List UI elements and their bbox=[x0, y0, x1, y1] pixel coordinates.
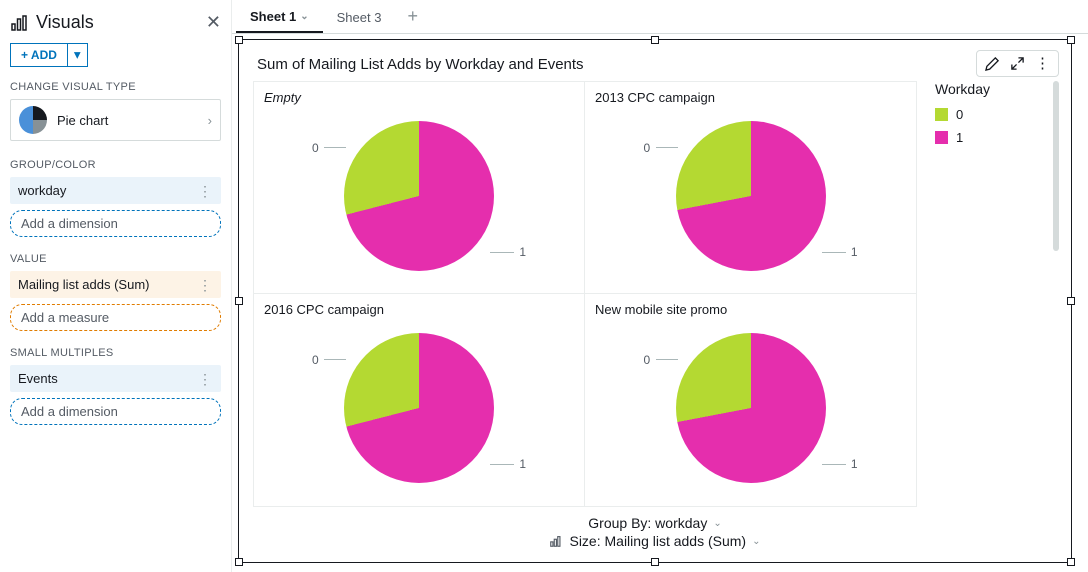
slice-label-0: 0 bbox=[312, 353, 319, 367]
multiples-cell: 2016 CPC campaign 0 1 bbox=[254, 294, 585, 506]
add-dimension-multiples[interactable]: Add a dimension bbox=[10, 398, 221, 425]
cell-title: New mobile site promo bbox=[595, 302, 906, 317]
resize-handle[interactable] bbox=[1067, 36, 1075, 44]
legend-swatch bbox=[935, 108, 948, 121]
legend-item[interactable]: 0 bbox=[935, 107, 1051, 122]
slice-label-1: 1 bbox=[851, 245, 858, 259]
visual-type-name: Pie chart bbox=[57, 113, 108, 128]
tab-sheet-3[interactable]: Sheet 3 bbox=[323, 2, 396, 32]
small-multiples-pill[interactable]: Events ⋮ bbox=[10, 365, 221, 392]
resize-handle[interactable] bbox=[235, 36, 243, 44]
slice-label-0: 0 bbox=[644, 141, 651, 155]
close-icon[interactable]: ✕ bbox=[206, 12, 221, 33]
slice-label-1: 1 bbox=[519, 457, 526, 471]
pie-chart[interactable]: 0 1 bbox=[676, 333, 826, 483]
pie-chart[interactable]: 0 1 bbox=[344, 121, 494, 271]
chevron-down-icon: ⌄ bbox=[300, 11, 308, 22]
expand-icon[interactable] bbox=[1010, 56, 1025, 71]
main-area: Sheet 1 ⌄ Sheet 3 + ⋮ Sum of Mailing Lis… bbox=[232, 0, 1088, 572]
chevron-right-icon: › bbox=[208, 113, 212, 128]
visual-frame[interactable]: ⋮ Sum of Mailing List Adds by Workday an… bbox=[238, 39, 1072, 563]
resize-handle[interactable] bbox=[651, 558, 659, 566]
edit-icon[interactable] bbox=[985, 56, 1000, 71]
group-color-pill[interactable]: workday ⋮ bbox=[10, 177, 221, 204]
resize-handle[interactable] bbox=[1067, 297, 1075, 305]
size-icon bbox=[549, 534, 563, 548]
resize-handle[interactable] bbox=[1067, 558, 1075, 566]
legend-label: 0 bbox=[956, 107, 963, 122]
small-multiples-label: SMALL MULTIPLES bbox=[10, 347, 221, 359]
add-sheet-button[interactable]: + bbox=[395, 0, 430, 33]
chevron-down-icon[interactable]: ⌄ bbox=[752, 536, 760, 547]
group-color-label: GROUP/COLOR bbox=[10, 159, 221, 171]
pie-chart[interactable]: 0 1 bbox=[676, 121, 826, 271]
slice-label-1: 1 bbox=[519, 245, 526, 259]
visuals-icon bbox=[10, 14, 28, 32]
legend: Workday 0 1 bbox=[917, 81, 1057, 507]
multiples-cell: New mobile site promo 0 1 bbox=[585, 294, 916, 506]
value-label: VALUE bbox=[10, 253, 221, 265]
legend-title: Workday bbox=[935, 81, 1051, 97]
cell-title: Empty bbox=[264, 90, 574, 105]
value-pill[interactable]: Mailing list adds (Sum) ⋮ bbox=[10, 271, 221, 298]
add-dimension-group[interactable]: Add a dimension bbox=[10, 210, 221, 237]
more-menu-icon[interactable]: ⋮ bbox=[1035, 59, 1050, 69]
scrollbar[interactable] bbox=[1053, 81, 1059, 251]
pie-chart[interactable]: 0 1 bbox=[344, 333, 494, 483]
add-measure[interactable]: Add a measure bbox=[10, 304, 221, 331]
resize-handle[interactable] bbox=[235, 297, 243, 305]
chevron-down-icon[interactable]: ⌄ bbox=[713, 518, 721, 529]
cell-title: 2013 CPC campaign bbox=[595, 90, 906, 105]
change-visual-type-label: CHANGE VISUAL TYPE bbox=[10, 81, 221, 93]
pill-menu-icon[interactable]: ⋮ bbox=[198, 188, 213, 194]
cell-title: 2016 CPC campaign bbox=[264, 302, 574, 317]
visual-type-selector[interactable]: Pie chart › bbox=[10, 99, 221, 141]
sheet-tabs: Sheet 1 ⌄ Sheet 3 + bbox=[232, 0, 1088, 34]
resize-handle[interactable] bbox=[651, 36, 659, 44]
resize-handle[interactable] bbox=[235, 558, 243, 566]
tab-sheet-1[interactable]: Sheet 1 ⌄ bbox=[236, 1, 323, 33]
pill-menu-icon[interactable]: ⋮ bbox=[198, 376, 213, 382]
legend-item[interactable]: 1 bbox=[935, 130, 1051, 145]
slice-label-0: 0 bbox=[312, 141, 319, 155]
chart-toolbar: ⋮ bbox=[976, 50, 1059, 77]
chart-title: Sum of Mailing List Adds by Workday and … bbox=[239, 40, 1071, 81]
add-button[interactable]: + ADD bbox=[10, 43, 68, 67]
chart-footer: Group By: workday⌄ Size: Mailing list ad… bbox=[239, 507, 1071, 551]
pie-chart-icon bbox=[19, 106, 47, 134]
add-button-group: + ADD ▾ bbox=[10, 43, 221, 67]
sidebar-title: Visuals bbox=[10, 12, 94, 33]
multiples-cell: Empty 0 1 bbox=[254, 82, 585, 294]
add-dropdown[interactable]: ▾ bbox=[68, 43, 88, 67]
slice-label-1: 1 bbox=[851, 457, 858, 471]
slice-label-0: 0 bbox=[644, 353, 651, 367]
pill-menu-icon[interactable]: ⋮ bbox=[198, 282, 213, 288]
sidebar: Visuals ✕ + ADD ▾ CHANGE VISUAL TYPE Pie… bbox=[0, 0, 232, 572]
legend-label: 1 bbox=[956, 130, 963, 145]
small-multiples-grid: Empty 0 1 2013 CPC campaign 0 1 2016 CPC… bbox=[253, 81, 917, 507]
multiples-cell: 2013 CPC campaign 0 1 bbox=[585, 82, 916, 294]
legend-swatch bbox=[935, 131, 948, 144]
